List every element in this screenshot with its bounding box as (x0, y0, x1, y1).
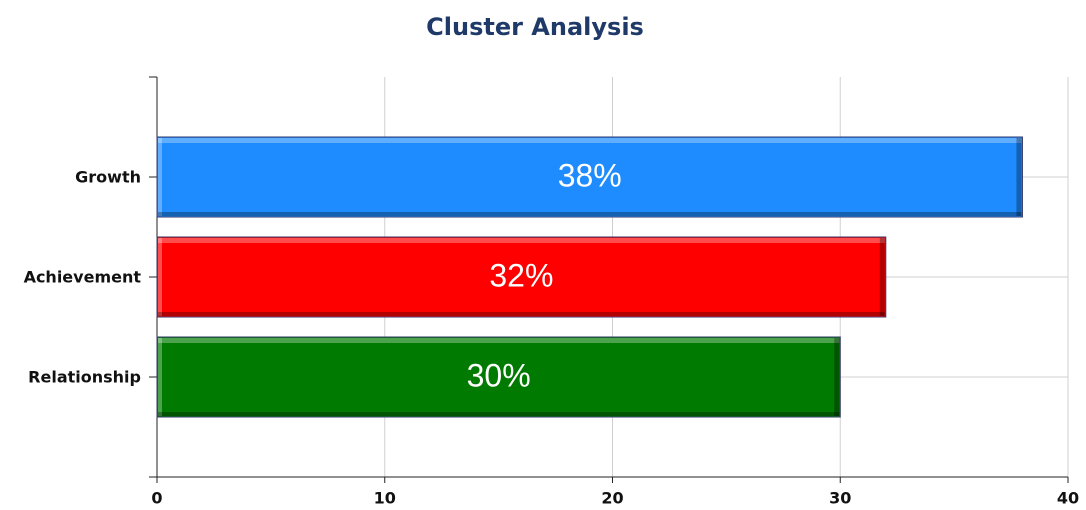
bar-highlight (158, 238, 885, 243)
y-tick-label: Achievement (24, 268, 142, 287)
bar-highlight (158, 138, 162, 216)
data-label: 30% (467, 357, 531, 393)
x-tick-label: 10 (374, 489, 396, 508)
x-tick-label: 40 (1057, 489, 1079, 508)
bar-highlight (158, 338, 162, 416)
bar (156, 236, 887, 318)
x-tick-label: 0 (151, 489, 162, 508)
bar-highlight (158, 138, 1022, 143)
data-label: 32% (489, 257, 553, 293)
y-tick-label: Growth (75, 168, 141, 187)
bar-shadow (158, 212, 1022, 216)
bar-shadow (158, 412, 840, 416)
bar (156, 336, 841, 418)
bar-highlight (158, 338, 840, 343)
bar (156, 136, 1023, 218)
bar-shadow (1016, 138, 1022, 216)
chart-title: Cluster Analysis (426, 13, 644, 41)
y-tick-label: Relationship (28, 368, 141, 387)
bar-shadow (879, 238, 885, 316)
bar-highlight (158, 238, 162, 316)
x-tick-label: 30 (829, 489, 851, 508)
data-label: 38% (558, 157, 622, 193)
bar-shadow (834, 338, 840, 416)
bar-shadow (158, 312, 885, 316)
x-tick-label: 20 (601, 489, 623, 508)
